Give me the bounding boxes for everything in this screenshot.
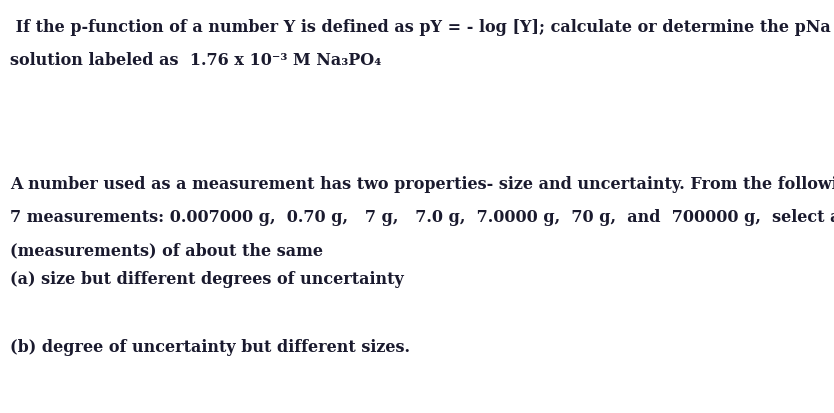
Text: (b) degree of uncertainty but different sizes.: (b) degree of uncertainty but different …	[10, 339, 410, 356]
Text: 7 measurements: 0.007000 g,  0.70 g,   7 g,   7.0 g,  7.0000 g,  70 g,  and  700: 7 measurements: 0.007000 g, 0.70 g, 7 g,…	[10, 209, 834, 225]
Text: A number used as a measurement has two properties- size and uncertainty. From th: A number used as a measurement has two p…	[10, 176, 834, 192]
Text: If the p-function of a number Y is defined as pY = - log [Y]; calculate or deter: If the p-function of a number Y is defin…	[10, 19, 834, 36]
Text: (a) size but different degrees of uncertainty: (a) size but different degrees of uncert…	[10, 271, 404, 287]
Text: (measurements) of about the same: (measurements) of about the same	[10, 242, 323, 259]
Text: solution labeled as  1.76 x 10⁻³ M Na₃PO₄: solution labeled as 1.76 x 10⁻³ M Na₃PO₄	[10, 52, 381, 69]
